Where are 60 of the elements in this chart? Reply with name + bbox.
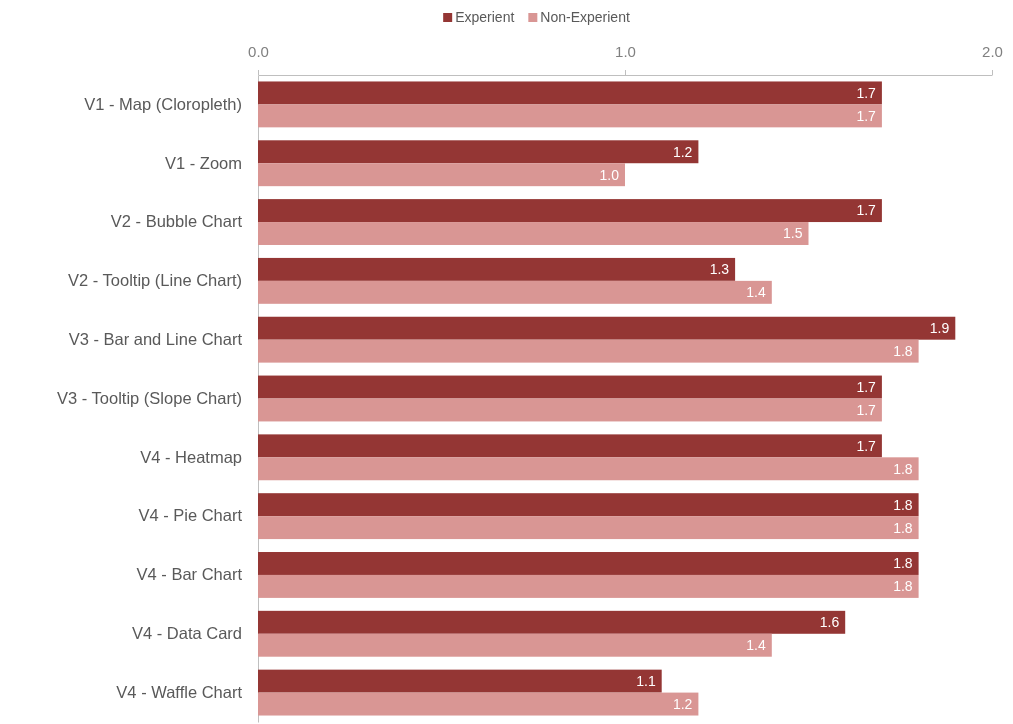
data-label: 1.9 [929, 320, 950, 337]
bar [258, 610, 846, 634]
bar [258, 692, 699, 716]
legend-label: Experient [455, 9, 515, 25]
bar [258, 574, 919, 598]
y-tick-label: V4 - Pie Chart [138, 506, 243, 525]
bar [258, 669, 662, 693]
data-label: 1.8 [893, 555, 913, 572]
bar [258, 280, 772, 304]
bar [258, 434, 882, 458]
bar [258, 339, 919, 363]
y-tick-label: V4 - Heatmap [140, 447, 242, 466]
bar [258, 140, 699, 164]
data-label: 1.1 [636, 673, 656, 690]
data-label: 1.8 [893, 460, 913, 477]
data-label: 1.8 [893, 343, 913, 360]
data-label: 1.7 [856, 437, 877, 454]
bar [258, 457, 919, 481]
data-label: 1.8 [893, 496, 913, 513]
y-tick-label: V3 - Bar and Line Chart [68, 329, 243, 348]
bar [258, 516, 919, 540]
data-label: 1.7 [856, 84, 877, 101]
data-label: 1.2 [672, 695, 693, 712]
data-label: 1.0 [599, 166, 620, 183]
bar [258, 163, 625, 187]
bar [258, 199, 882, 223]
bar [258, 316, 956, 340]
data-label: 1.8 [893, 578, 913, 595]
y-tick-label: V1 - Map (Cloropleth) [84, 94, 242, 113]
data-label: 1.2 [672, 143, 693, 160]
bar [258, 222, 809, 245]
data-label: 1.7 [856, 202, 877, 219]
x-tick-label: 0.0 [248, 42, 269, 60]
legend-label: Non-Experient [540, 9, 630, 25]
bar [258, 104, 882, 128]
bar [258, 493, 919, 517]
bar [258, 257, 736, 281]
data-label: 1.8 [893, 519, 913, 536]
data-label: 1.7 [856, 378, 877, 395]
y-tick-label: V1 - Zoom [164, 153, 242, 172]
y-tick-label: V3 - Tooltip (Slope Chart) [57, 388, 242, 407]
bar [258, 81, 882, 105]
bar [258, 398, 882, 422]
y-tick-label: V4 - Waffle Chart [116, 682, 243, 701]
data-label: 1.4 [746, 284, 767, 301]
data-label: 1.5 [783, 225, 803, 242]
bar [258, 375, 882, 399]
data-label: 1.6 [819, 614, 840, 631]
y-tick-label: V4 - Data Card [131, 624, 242, 643]
data-label: 1.3 [709, 261, 730, 278]
bar [258, 633, 772, 657]
x-tick-label: 2.0 [982, 42, 1003, 60]
x-tick-label: 1.0 [615, 42, 636, 60]
y-tick-label: V4 - Bar Chart [136, 565, 243, 584]
data-label: 1.7 [856, 107, 877, 124]
data-label: 1.7 [856, 401, 877, 418]
y-tick-label: V2 - Tooltip (Line Chart) [68, 271, 242, 290]
bar [258, 552, 919, 575]
data-label: 1.4 [746, 637, 767, 654]
y-tick-label: V2 - Bubble Chart [110, 212, 243, 231]
